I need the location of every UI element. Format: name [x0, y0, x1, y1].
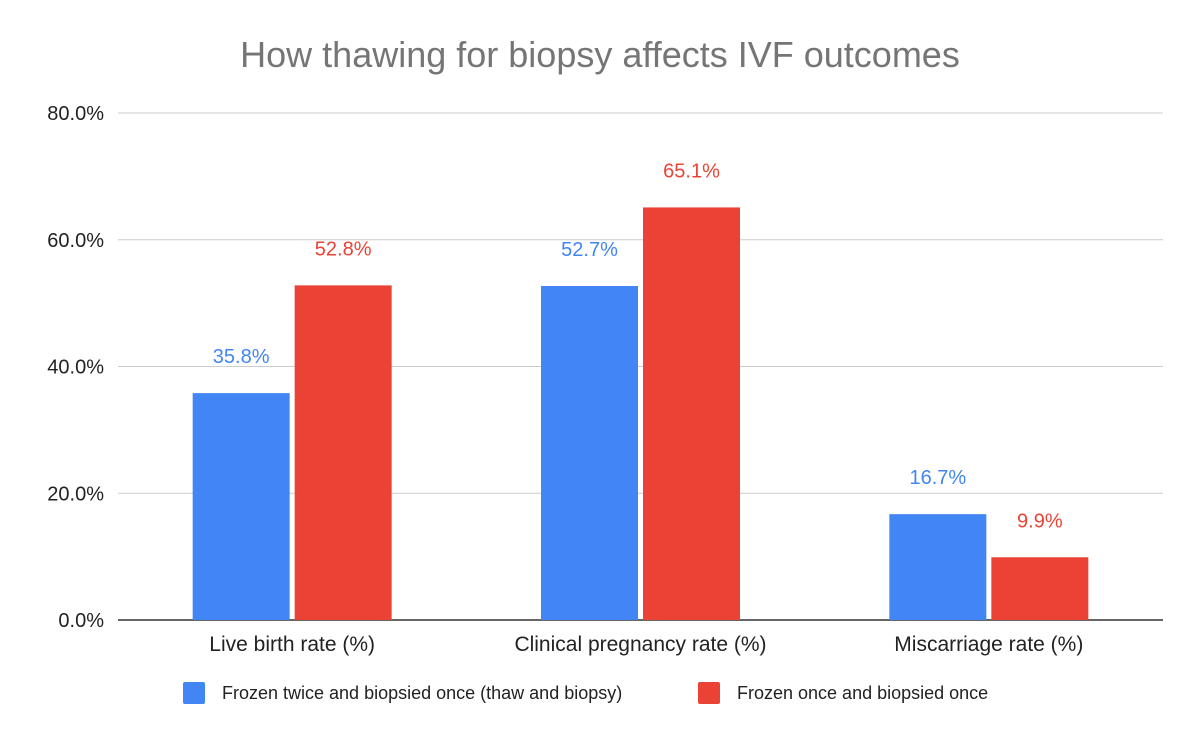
data-labels: 35.8% 52.8% 52.7% 65.1% 16.7% 9.9% — [213, 160, 1063, 532]
legend: Frozen twice and biopsied once (thaw and… — [183, 682, 988, 704]
y-tick-label: 20.0% — [47, 483, 104, 505]
y-tick-label: 80.0% — [47, 103, 104, 125]
y-axis-ticks: 0.0% 20.0% 40.0% 60.0% 80.0% — [47, 103, 104, 632]
x-category-label: Clinical pregnancy rate (%) — [514, 633, 766, 656]
x-axis-categories: Live birth rate (%) Clinical pregnancy ra… — [209, 633, 1083, 656]
y-tick-label: 0.0% — [58, 610, 104, 632]
chart-title: How thawing for biopsy affects IVF outco… — [240, 34, 960, 75]
bar — [991, 557, 1089, 620]
bar — [541, 286, 638, 620]
legend-label: Frozen once and biopsied once — [737, 683, 988, 703]
data-label: 52.8% — [315, 238, 372, 260]
legend-label: Frozen twice and biopsied once (thaw and… — [222, 683, 622, 703]
data-label: 35.8% — [213, 346, 270, 368]
x-category-label: Miscarriage rate (%) — [894, 633, 1083, 656]
y-tick-label: 60.0% — [47, 230, 104, 252]
legend-swatch — [698, 682, 720, 704]
bar — [294, 285, 392, 620]
x-category-label: Live birth rate (%) — [209, 633, 375, 656]
bar — [643, 207, 740, 620]
y-tick-label: 40.0% — [47, 357, 104, 379]
data-label: 65.1% — [663, 160, 720, 182]
bar — [192, 393, 290, 620]
gridlines — [118, 112, 1163, 621]
bar — [889, 514, 987, 620]
data-label: 16.7% — [909, 467, 966, 489]
data-label: 52.7% — [561, 239, 618, 261]
legend-swatch — [183, 682, 205, 704]
data-label: 9.9% — [1017, 510, 1063, 532]
bars — [192, 207, 1089, 620]
